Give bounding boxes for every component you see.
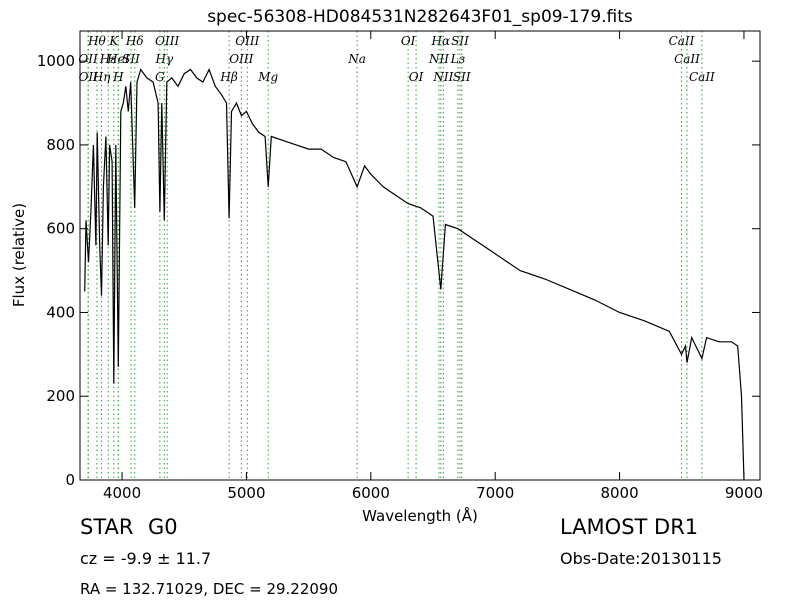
y-tick-label: 1000 bbox=[37, 52, 75, 70]
x-tick-label: 6000 bbox=[352, 484, 390, 502]
spectral-line-label: OII bbox=[79, 70, 99, 84]
x-tick-label: 4000 bbox=[103, 484, 141, 502]
spectral-line-label: Hε bbox=[99, 52, 117, 66]
redshift: cz = -9.9 ± 11.7 bbox=[80, 549, 211, 568]
coordinates: RA = 132.71029, DEC = 29.22090 bbox=[80, 580, 338, 598]
subclass: G0 bbox=[148, 515, 178, 539]
spectral-line-label: Lз bbox=[450, 52, 466, 66]
y-axis-label: Flux (relative) bbox=[10, 203, 28, 307]
spectral-line-label: OI bbox=[409, 70, 424, 84]
spectral-line-label: SII bbox=[453, 70, 471, 84]
spectral-line-label: CaII bbox=[689, 70, 715, 84]
spectral-line-label: OIII bbox=[155, 34, 179, 48]
spectral-line-label: K bbox=[108, 34, 119, 48]
x-tick-label: 5000 bbox=[227, 484, 265, 502]
y-tick-label: 0 bbox=[65, 471, 75, 489]
spectral-line-label: Hγ bbox=[155, 52, 174, 66]
chart-title: spec-56308-HD084531N282643F01_sp09-179.f… bbox=[207, 7, 633, 27]
spectral-line-label: SII bbox=[122, 52, 140, 66]
spectral-line-label: SII bbox=[451, 34, 469, 48]
spectral-line-label: G bbox=[155, 70, 165, 84]
y-tick-label: 400 bbox=[46, 303, 75, 321]
obs-date: Obs-Date:20130115 bbox=[560, 549, 722, 568]
spectral-line-label: NII bbox=[428, 52, 449, 66]
spectral-line-label: Hδ bbox=[125, 34, 144, 48]
spectral-line-label: Mg bbox=[257, 70, 278, 84]
spectral-line-label: Hθ bbox=[87, 34, 106, 48]
plot-frame bbox=[79, 30, 761, 481]
y-tick-label: 200 bbox=[46, 387, 75, 405]
x-tick-label: 8000 bbox=[600, 484, 638, 502]
spectral-line-label: OI bbox=[401, 34, 416, 48]
spectral-line-label: Hβ bbox=[219, 70, 237, 84]
y-tick-label: 600 bbox=[46, 220, 75, 238]
spectral-line-label: OIII bbox=[229, 52, 253, 66]
spectral-line-label: OIII bbox=[235, 34, 259, 48]
spectral-line-label: CaII bbox=[669, 34, 695, 48]
x-tick-label: 7000 bbox=[476, 484, 514, 502]
spectral-line-label: Hα bbox=[431, 34, 451, 48]
spectral-line-label: NII bbox=[432, 70, 453, 84]
spectral-line-label: Na bbox=[347, 52, 366, 66]
survey: LAMOST DR1 bbox=[560, 515, 698, 539]
spectrum-line bbox=[84, 67, 745, 481]
spectral-line-label: Hη bbox=[92, 70, 111, 84]
spectral-line-label: CaII bbox=[674, 52, 700, 66]
y-tick-label: 800 bbox=[46, 136, 75, 154]
spectral-line-label: H bbox=[112, 70, 124, 84]
object-class: STAR bbox=[80, 515, 133, 539]
x-axis-label: Wavelength (Å) bbox=[362, 506, 478, 525]
x-tick-label: 9000 bbox=[725, 484, 763, 502]
